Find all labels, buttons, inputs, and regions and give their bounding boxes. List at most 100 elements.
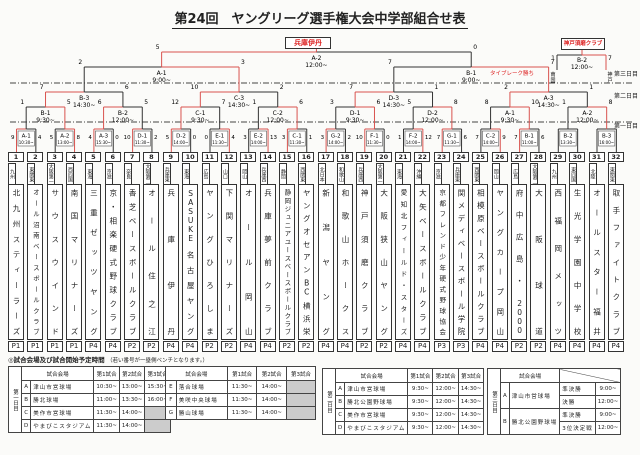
venue-code: A [334, 382, 346, 396]
score: 10 [356, 135, 363, 141]
team-entry: 24 兵庫東 関メディベースボール学院 P3 [453, 152, 470, 352]
title-text: 第24回 ヤングリーグ選手権大会中学部組合せ表 [172, 12, 468, 29]
match-id: D-3 [389, 95, 400, 102]
venue-code: A [20, 380, 32, 394]
team-name: 京・相楽硬式野球クラブ [104, 184, 121, 340]
match-time: 13:00~ [57, 140, 72, 145]
match-id: C-1 [292, 134, 301, 140]
third-place-team: 国 [550, 78, 555, 84]
game-time: 14:00~ [256, 380, 287, 394]
team-name: 兵庫伊丹 [162, 184, 179, 340]
team-pool: P4 [549, 341, 566, 352]
team-entry: 10 東海 SASUKE名古屋ヤング P4 [182, 152, 199, 352]
venue-row: C 美作市営球場 9:30~ 12:00~ 14:30~ [323, 408, 485, 422]
team-name: 大矢ベースボールクラブ [414, 184, 431, 340]
score: 7 [551, 59, 555, 66]
match-time: 14:00~ [483, 140, 498, 145]
venue-row: B 勝北公園野球場 準決勝 9:00~ [488, 408, 622, 435]
venue-name: 美咲中央球場 [175, 393, 228, 407]
match-time: 9:30~ [346, 117, 365, 124]
match-box [404, 130, 422, 147]
game-time: 14:00~ [118, 406, 146, 420]
team-entry: 22 沖縄 大矢ベースボールクラブ P4 [414, 152, 431, 352]
score: 0 [115, 135, 119, 141]
team-region: 九州 [549, 163, 558, 184]
team-entry: 11 広島 ヤングひろしま P2 [201, 152, 218, 352]
match-id: C-1 [195, 110, 205, 117]
third-place-team: 戸 [607, 78, 612, 84]
venue-row: A 津山市営球場 準決勝 9:00~ [488, 382, 622, 409]
venue-name: 津山市営球場 [508, 382, 561, 409]
day-label-3: 第三日目 [614, 71, 639, 78]
score: 3 [321, 135, 325, 141]
team-pool: P1 [46, 341, 63, 352]
match-time: 14:30~ [228, 102, 250, 109]
team-region: 西関東 [298, 163, 307, 184]
team-pool: P4 [414, 341, 431, 352]
match-time: 16:00~ [599, 140, 614, 145]
game-time: 12:00~ [432, 421, 459, 435]
match-box [172, 130, 190, 147]
team-number: 5 [85, 152, 102, 162]
team-number: 18 [336, 152, 353, 162]
match-time: 11:30~ [135, 140, 150, 145]
game1-header: 第1試合 [226, 366, 258, 381]
match-id: B-1 [466, 70, 476, 77]
score: 8 [454, 99, 458, 106]
match-time: 9:30~ [36, 117, 55, 124]
venue-code: E [165, 380, 177, 394]
match-id: B-1 [40, 110, 50, 117]
team-region: 兵庫東 [162, 163, 171, 184]
game-time [285, 393, 317, 407]
team-entry: 26 岡山 ヤングカープ岡山 P4 [491, 152, 508, 352]
schedule-note: ◎試合会場及び試合開始予定時間 （若い番号が一塁側ベンチとなります。） [8, 356, 208, 365]
team-pool: P4 [240, 341, 257, 352]
team-pool: P4 [162, 341, 179, 352]
venue-name: 勝北球場 [30, 393, 95, 407]
team-region: 東関東 [27, 163, 36, 184]
game-time: 14:00~ [118, 419, 146, 433]
team-name: 新潟ヤング [317, 184, 334, 340]
score: 3 [241, 59, 245, 66]
team-pool: P2 [511, 341, 528, 352]
match-box [249, 130, 267, 147]
team-entry: 7 奈良 香芝ベースボールクラブ P2 [124, 152, 141, 352]
venue-row: F 美咲中央球場 11:30~ 14:00~ [165, 393, 317, 407]
score: 6 [541, 135, 545, 141]
schedule-note-text: ◎試合会場及び試合開始予定時間 [8, 356, 105, 364]
team-number: 1 [8, 152, 24, 162]
match-id: F-2 [409, 134, 418, 140]
team-number: 15 [278, 152, 295, 162]
venue-code: G [165, 406, 177, 420]
team-number: 32 [607, 152, 624, 162]
team-pool: P4 [588, 341, 605, 352]
match-time: 12:00~ [421, 117, 443, 124]
team-number: 9 [162, 152, 179, 162]
match-id: A-2 [582, 110, 592, 117]
game-time: 11:30~ [93, 406, 120, 420]
team-entry: 28 大阪第二 大阪球道 P2 [530, 152, 547, 352]
match-id: D-1 [137, 134, 147, 140]
team-name: 和歌山ホークス [336, 184, 353, 340]
team-pool: P4 [472, 341, 489, 352]
venue-name: 美作市営球場 [344, 408, 409, 422]
score: 0 [386, 135, 390, 141]
game3-header: 第3試合 [285, 366, 317, 381]
team-name: 大阪球道 [530, 184, 547, 340]
match-box [95, 130, 113, 147]
match-time: 11:30~ [444, 140, 459, 145]
team-entry: 18 和歌山 和歌山ホークス P4 [336, 152, 353, 352]
score: 6 [376, 99, 380, 106]
match-id: A-2 [60, 134, 69, 140]
team-entry: 19 兵庫西 神戸須磨クラブ P2 [356, 152, 373, 352]
team-number: 11 [201, 152, 218, 162]
page-title: 第24回 ヤングリーグ選手権大会中学部組合せ表 [0, 8, 640, 29]
team-entry: 15 静岡 静岡ジュニアユースベースボールクラブ P2 [278, 152, 295, 352]
team-name: 三重ゼッツヤング [85, 184, 102, 340]
score: 6 [464, 135, 468, 141]
score: 7 [40, 84, 44, 91]
team-name: サウスウインド [46, 184, 63, 340]
match-id: B-1 [525, 134, 534, 140]
score: 7 [437, 135, 441, 141]
venue-code: B [334, 395, 346, 409]
